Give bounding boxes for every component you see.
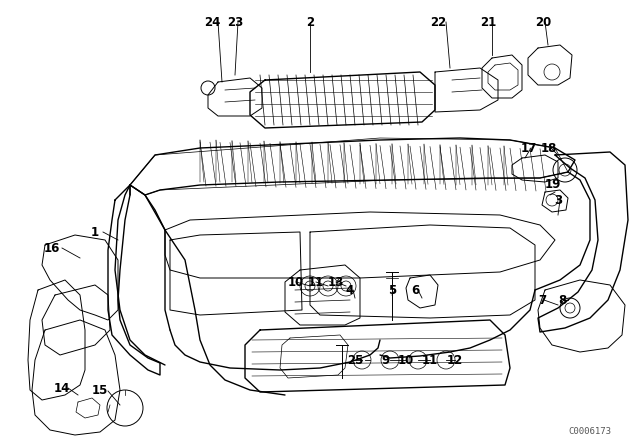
Text: 3: 3: [554, 194, 562, 207]
Text: 19: 19: [545, 178, 561, 191]
Text: 25: 25: [347, 353, 363, 366]
Text: 7: 7: [538, 293, 546, 306]
Text: 24: 24: [204, 16, 220, 29]
Text: 17: 17: [521, 142, 537, 155]
Text: 12: 12: [447, 353, 463, 366]
Text: 10: 10: [398, 353, 414, 366]
Text: 21: 21: [480, 16, 496, 29]
Text: 8: 8: [558, 293, 566, 306]
Text: 6: 6: [411, 284, 419, 297]
Text: 2: 2: [306, 16, 314, 29]
Text: 4: 4: [346, 284, 354, 297]
Text: 9: 9: [381, 353, 389, 366]
Text: 11: 11: [308, 276, 324, 289]
Text: 22: 22: [430, 16, 446, 29]
Text: 23: 23: [227, 16, 243, 29]
Text: 1: 1: [91, 225, 99, 238]
Text: 15: 15: [92, 384, 108, 397]
Text: 5: 5: [388, 284, 396, 297]
Text: 18: 18: [541, 142, 557, 155]
Text: C0006173: C0006173: [568, 427, 611, 436]
Text: 16: 16: [44, 241, 60, 254]
Text: 10: 10: [288, 276, 304, 289]
Text: 13: 13: [328, 276, 344, 289]
Text: 14: 14: [54, 382, 70, 395]
Text: 11: 11: [422, 353, 438, 366]
Text: 20: 20: [535, 16, 551, 29]
